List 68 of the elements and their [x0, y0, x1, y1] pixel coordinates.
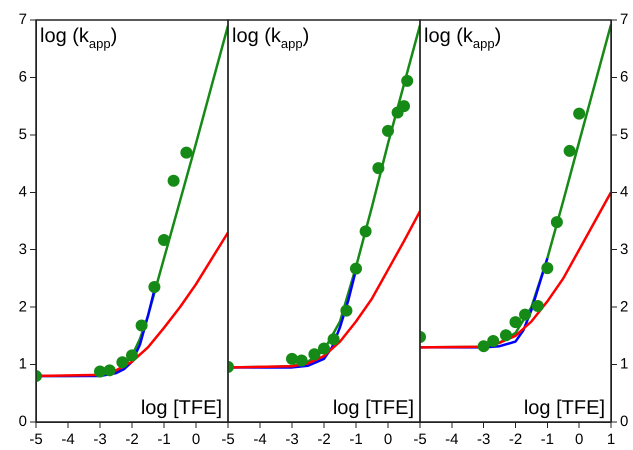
y2-tick-label: 1: [620, 356, 628, 373]
y2-tick-label: 5: [620, 126, 628, 143]
x-tick-label: -2: [317, 431, 331, 448]
point: [372, 162, 384, 174]
x-axis-title: log [TFE]: [332, 397, 414, 419]
y-tick-label: 6: [18, 68, 27, 86]
point: [116, 356, 128, 368]
x-axis-title: log [TFE]: [140, 397, 222, 419]
point: [126, 349, 138, 362]
point: [541, 262, 554, 274]
point: [180, 146, 192, 159]
x-tick-label: -5: [413, 431, 427, 448]
y2-tick-label: 0: [620, 413, 628, 430]
y2-tick-label: 7: [620, 11, 628, 28]
point: [401, 74, 414, 87]
x-tick-label: -2: [125, 431, 139, 448]
point: [158, 234, 170, 246]
point: [318, 342, 330, 354]
x-axis-title: log [TFE]: [524, 397, 606, 419]
x-tick-label: -3: [285, 431, 299, 448]
x-tick-label: -4: [61, 431, 75, 448]
y-tick-label: 0: [18, 413, 27, 430]
point: [573, 108, 586, 120]
x-tick-label: -3: [476, 431, 490, 448]
x-tick-label: -3: [93, 431, 107, 448]
point: [478, 340, 490, 352]
point: [564, 144, 576, 157]
y-tick-label: 7: [18, 11, 27, 28]
point: [500, 329, 512, 342]
point: [308, 348, 320, 360]
point: [487, 335, 500, 348]
y-tick-label: 4: [18, 183, 27, 200]
point: [360, 225, 372, 238]
y2-tick-label: 3: [620, 240, 628, 258]
y-tick-label: 2: [18, 298, 27, 316]
point: [550, 216, 563, 228]
x-tick-label: -2: [508, 431, 522, 448]
point: [286, 352, 298, 365]
point: [510, 316, 522, 328]
point: [340, 304, 352, 317]
point: [519, 308, 532, 321]
point: [382, 124, 394, 137]
point: [532, 300, 544, 312]
point: [136, 320, 148, 332]
point: [168, 174, 180, 187]
y2-tick-label: 4: [620, 183, 628, 200]
x-tick-label: 0: [192, 431, 200, 448]
y-tick-label: 3: [18, 240, 27, 258]
x-tick-label: 1: [606, 431, 616, 448]
y-tick-label: 5: [18, 126, 27, 143]
x-tick-label: -1: [540, 431, 554, 448]
x-tick-label: -1: [349, 431, 363, 448]
x-tick-label: 0: [384, 431, 392, 448]
y-tick-label: 1: [18, 356, 27, 373]
x-tick-label: -4: [253, 431, 267, 448]
x-tick-label: -5: [29, 431, 43, 448]
x-tick-label: -1: [157, 431, 171, 448]
point: [398, 100, 410, 112]
point: [350, 262, 362, 275]
point: [104, 364, 116, 376]
x-tick-label: -4: [445, 431, 459, 448]
x-tick-label: 0: [574, 431, 584, 448]
x-tick-label: -5: [221, 431, 235, 448]
point: [296, 354, 308, 367]
y2-tick-label: 6: [620, 68, 628, 86]
point: [328, 333, 340, 346]
point: [148, 281, 160, 294]
y2-tick-label: 2: [620, 298, 628, 316]
